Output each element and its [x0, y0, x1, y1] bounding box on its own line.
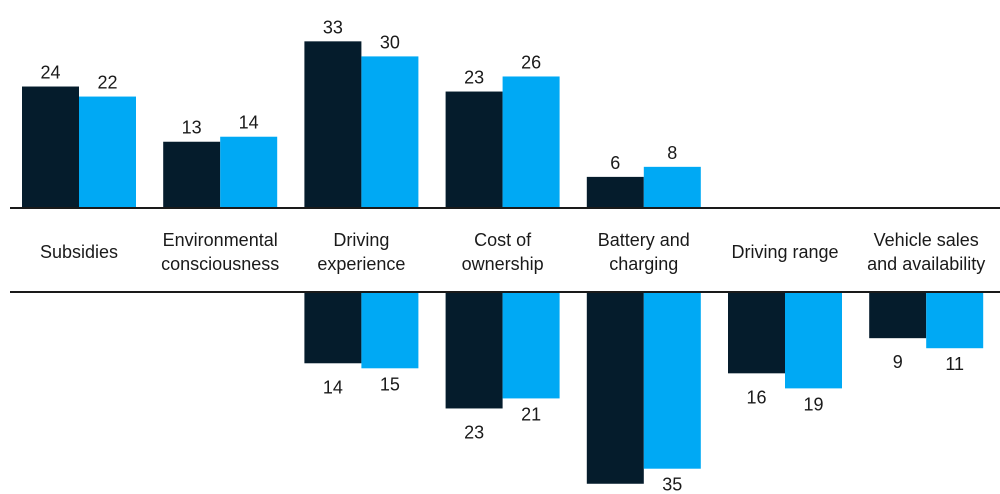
bar-positive-subsidies-s1 [22, 86, 79, 207]
value-label-positive-environmental-consciousness-s1: 13 [182, 118, 202, 138]
value-label-negative-vehicle-sales-and-availability-s1: 9 [893, 352, 903, 372]
value-label-positive-cost-of-ownership-s1: 23 [464, 68, 484, 88]
value-label-negative-driving-range-s2: 19 [803, 394, 823, 414]
value-label-positive-environmental-consciousness-s2: 14 [239, 113, 259, 133]
value-label-positive-subsidies-s2: 22 [97, 73, 117, 93]
category-label-driving-range: Driving range [731, 242, 838, 262]
value-label-negative-cost-of-ownership-s2: 21 [521, 404, 541, 424]
category-label-subsidies: Subsidies [40, 242, 118, 262]
bar-negative-cost-of-ownership-s2 [502, 293, 560, 399]
bar-positive-environmental-consciousness-s2 [220, 136, 278, 207]
category-label-battery-and-charging: Battery and charging [598, 230, 690, 274]
value-label-positive-driving-experience-s1: 33 [323, 17, 343, 37]
bar-negative-battery-and-charging-s1 [586, 293, 644, 484]
bar-positive-subsidies-s2 [79, 96, 136, 207]
value-label-negative-driving-range-s1: 16 [746, 387, 766, 407]
value-label-negative-vehicle-sales-and-availability-s2: 11 [945, 354, 964, 374]
value-label-negative-battery-and-charging-s2: 35 [662, 475, 682, 494]
category-label-environmental-consciousness: Environmental consciousness [161, 230, 279, 274]
bar-negative-driving-range-s1 [728, 293, 785, 374]
bar-negative-driving-range-s2 [785, 293, 842, 389]
bar-positive-cost-of-ownership-s1 [445, 91, 503, 207]
value-label-positive-subsidies-s1: 24 [40, 63, 60, 83]
bar-negative-driving-experience-s1 [304, 293, 362, 364]
bar-negative-vehicle-sales-and-availability-s1 [869, 293, 927, 339]
bar-negative-driving-experience-s2 [361, 293, 419, 369]
bar-negative-battery-and-charging-s2 [643, 293, 701, 469]
category-labels-group: Subsidies Environmental consciousness Drivi… [40, 230, 985, 274]
value-label-positive-driving-experience-s2: 30 [380, 32, 400, 52]
bars-group [22, 41, 984, 484]
bar-positive-cost-of-ownership-s2 [502, 76, 560, 207]
bar-positive-battery-and-charging-s2 [643, 166, 701, 207]
category-label-cost-of-ownership: Cost of ownership [462, 230, 544, 274]
bar-negative-vehicle-sales-and-availability-s2 [926, 293, 984, 349]
bar-positive-driving-experience-s2 [361, 56, 419, 208]
bar-positive-environmental-consciousness-s1 [163, 141, 221, 207]
value-label-positive-battery-and-charging-s2: 8 [667, 143, 677, 163]
value-label-positive-battery-and-charging-s1: 6 [610, 153, 620, 173]
value-label-negative-driving-experience-s2: 15 [380, 374, 400, 394]
value-label-negative-driving-experience-s1: 14 [323, 377, 343, 397]
bar-positive-battery-and-charging-s1 [586, 176, 644, 207]
category-label-driving-experience: Driving experience [317, 230, 405, 274]
value-label-negative-cost-of-ownership-s1: 23 [464, 422, 484, 442]
bar-positive-driving-experience-s1 [304, 41, 362, 208]
bar-negative-cost-of-ownership-s1 [445, 293, 503, 409]
value-label-positive-cost-of-ownership-s2: 26 [521, 52, 541, 72]
category-label-vehicle-sales-and-availability: Vehicle sales and availability [867, 230, 985, 274]
value-labels-group: 2422131433143015232326216388351619911 [40, 17, 964, 494]
